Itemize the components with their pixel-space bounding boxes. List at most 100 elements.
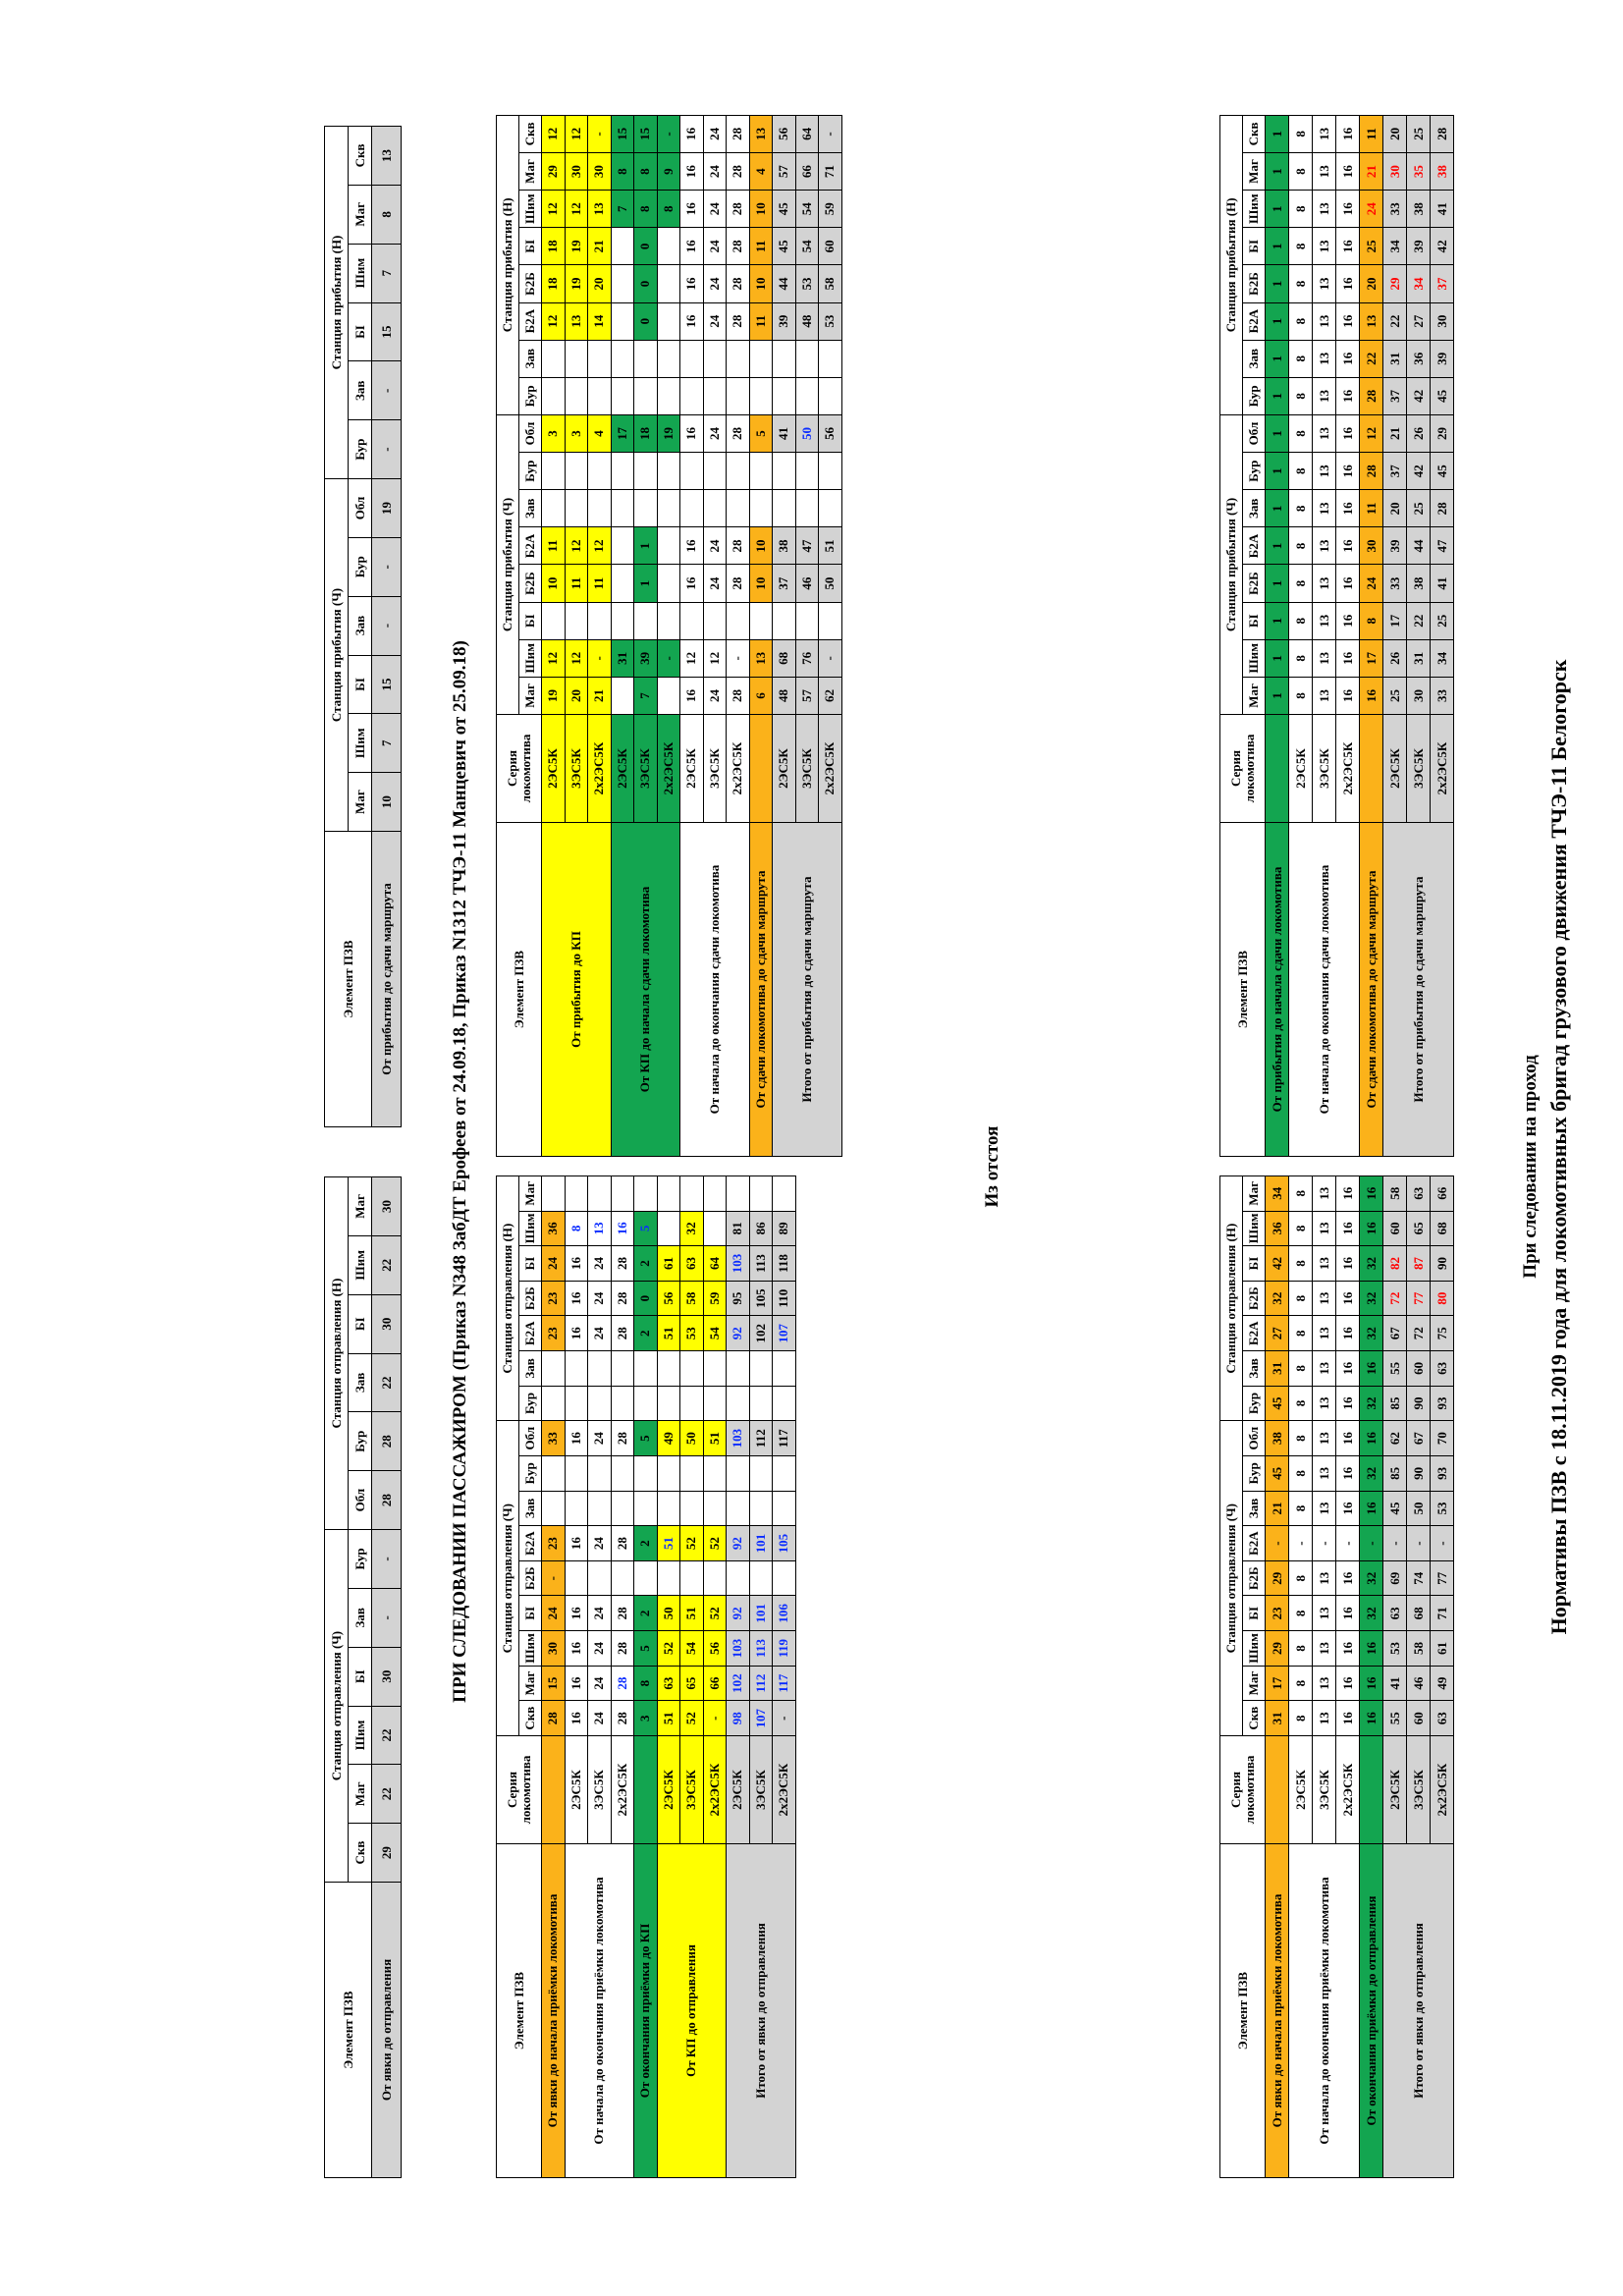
value-cell: 28 bbox=[1359, 377, 1383, 415]
series-cell: 3ЭС5К bbox=[703, 714, 727, 823]
table-row: Итого от прибытия до сдачи маршрута 2ЭС5К… bbox=[772, 115, 841, 1157]
value-cell: 22 bbox=[1406, 602, 1431, 640]
value-cell bbox=[726, 1455, 749, 1492]
value-cell: 7 bbox=[371, 244, 402, 303]
value-cell: 62 bbox=[1382, 1420, 1407, 1456]
value-cell: 28 bbox=[611, 1245, 634, 1282]
value-cell: 29 bbox=[1382, 264, 1407, 303]
header-station: Маг bbox=[1242, 677, 1266, 715]
section-title-transit: При следовании на проход bbox=[1520, 1055, 1541, 1279]
value-cell bbox=[657, 302, 680, 341]
value-cell: 28 bbox=[611, 1596, 634, 1631]
value-cell: - bbox=[657, 115, 680, 153]
value-cell: 8 bbox=[1288, 1420, 1313, 1456]
value-cell: 21 bbox=[1265, 1491, 1289, 1526]
value-cell: 65 bbox=[1406, 1211, 1431, 1246]
value-cell bbox=[818, 340, 841, 378]
value-cell: 22 bbox=[371, 1353, 402, 1412]
value-cell: 18 bbox=[633, 414, 657, 453]
table-row: От КП до отправления 2ЭС5К 51 63 52 50 51 49 51 5… bbox=[657, 1175, 727, 2178]
value-cell bbox=[633, 489, 657, 527]
value-cell: 103 bbox=[726, 1420, 749, 1456]
value-cell bbox=[772, 1491, 795, 1526]
value-cell: 8 bbox=[1288, 115, 1313, 153]
value-cell: 44 bbox=[1406, 526, 1431, 565]
value-cell: 53 bbox=[818, 302, 841, 341]
value-cell: 50 bbox=[818, 565, 841, 603]
header-station: Бур bbox=[1242, 1455, 1266, 1492]
value-cell: 16 bbox=[1359, 1175, 1383, 1212]
header-station: Маг bbox=[518, 1175, 542, 1212]
value-cell: 37 bbox=[1382, 377, 1407, 415]
value-cell: 29 bbox=[541, 152, 565, 191]
value-cell bbox=[772, 1350, 795, 1387]
header-station: Шим bbox=[348, 1235, 372, 1295]
value-cell: 28 bbox=[726, 227, 749, 265]
value-cell: 12 bbox=[679, 639, 703, 678]
value-cell: 7 bbox=[633, 677, 657, 715]
value-cell: 56 bbox=[703, 1630, 727, 1667]
value-cell: 15 bbox=[633, 115, 657, 153]
value-cell: 22 bbox=[371, 1764, 402, 1824]
table-row: Итого от прибытия до сдачи маршрута 2ЭС5К… bbox=[1382, 115, 1454, 1157]
value-cell: 13 bbox=[1312, 1560, 1336, 1596]
value-cell bbox=[657, 1350, 680, 1387]
value-cell: 33 bbox=[1382, 565, 1407, 603]
value-cell: - bbox=[371, 537, 402, 597]
value-cell: - bbox=[818, 639, 841, 678]
value-cell: 28 bbox=[1430, 115, 1454, 153]
value-cell: 12 bbox=[565, 639, 588, 678]
value-cell: 13 bbox=[587, 1211, 611, 1246]
series-cell: 2х2ЭС5К bbox=[1430, 1735, 1454, 1844]
value-cell bbox=[703, 1211, 727, 1246]
header-station: Маг bbox=[348, 185, 372, 245]
value-cell: 13 bbox=[1312, 1281, 1336, 1316]
header-station: Зав bbox=[1242, 1350, 1266, 1387]
header-station: Маг bbox=[1242, 1666, 1266, 1701]
value-cell: 16 bbox=[1359, 1420, 1383, 1456]
header-series: Серия локомотива bbox=[1219, 714, 1266, 823]
series-cell: 2ЭС5К bbox=[541, 714, 565, 823]
value-cell: 5 bbox=[633, 1211, 657, 1246]
value-cell: 10 bbox=[371, 772, 402, 832]
value-cell: 58 bbox=[818, 264, 841, 303]
value-cell bbox=[772, 1455, 795, 1492]
header-station: Обл bbox=[1242, 1420, 1266, 1456]
value-cell: 66 bbox=[1430, 1175, 1454, 1212]
value-cell: 63 bbox=[657, 1666, 680, 1701]
value-cell: 16 bbox=[565, 1666, 588, 1701]
value-cell: 69 bbox=[1382, 1560, 1407, 1596]
value-cell: 20 bbox=[565, 677, 588, 715]
value-cell: 12 bbox=[565, 526, 588, 565]
header-station: Б2А bbox=[518, 1525, 542, 1561]
value-cell: 16 bbox=[1335, 1700, 1360, 1736]
value-cell: 53 bbox=[679, 1315, 703, 1351]
value-cell bbox=[611, 302, 634, 341]
value-cell: 42 bbox=[1265, 1245, 1289, 1282]
header-station: Б2А bbox=[1242, 526, 1266, 565]
series-cell: 2х2ЭС5К bbox=[587, 714, 611, 823]
value-cell: 13 bbox=[587, 190, 611, 228]
value-cell: 32 bbox=[1359, 1455, 1383, 1492]
header-station: Б2А bbox=[518, 1315, 542, 1351]
header-station: БI bbox=[1242, 602, 1266, 640]
series-cell: 2х2ЭС5К bbox=[1430, 714, 1454, 823]
header-station: Обл bbox=[518, 414, 542, 453]
value-cell bbox=[611, 602, 634, 640]
value-cell: 24 bbox=[587, 1666, 611, 1701]
value-cell: 22 bbox=[1382, 302, 1407, 341]
value-cell: 11 bbox=[587, 565, 611, 603]
value-cell bbox=[657, 452, 680, 490]
header-station: Бур bbox=[348, 1411, 372, 1471]
value-cell bbox=[657, 565, 680, 603]
value-cell: 24 bbox=[541, 1596, 565, 1631]
value-cell: 37 bbox=[1382, 452, 1407, 490]
value-cell: 12 bbox=[587, 526, 611, 565]
value-cell bbox=[772, 340, 795, 378]
value-cell: 63 bbox=[1382, 1596, 1407, 1631]
value-cell: 106 bbox=[772, 1596, 795, 1631]
header-station: Б2А bbox=[518, 302, 542, 341]
value-cell: 95 bbox=[726, 1281, 749, 1316]
value-cell bbox=[795, 377, 819, 415]
value-cell: 1 bbox=[633, 565, 657, 603]
